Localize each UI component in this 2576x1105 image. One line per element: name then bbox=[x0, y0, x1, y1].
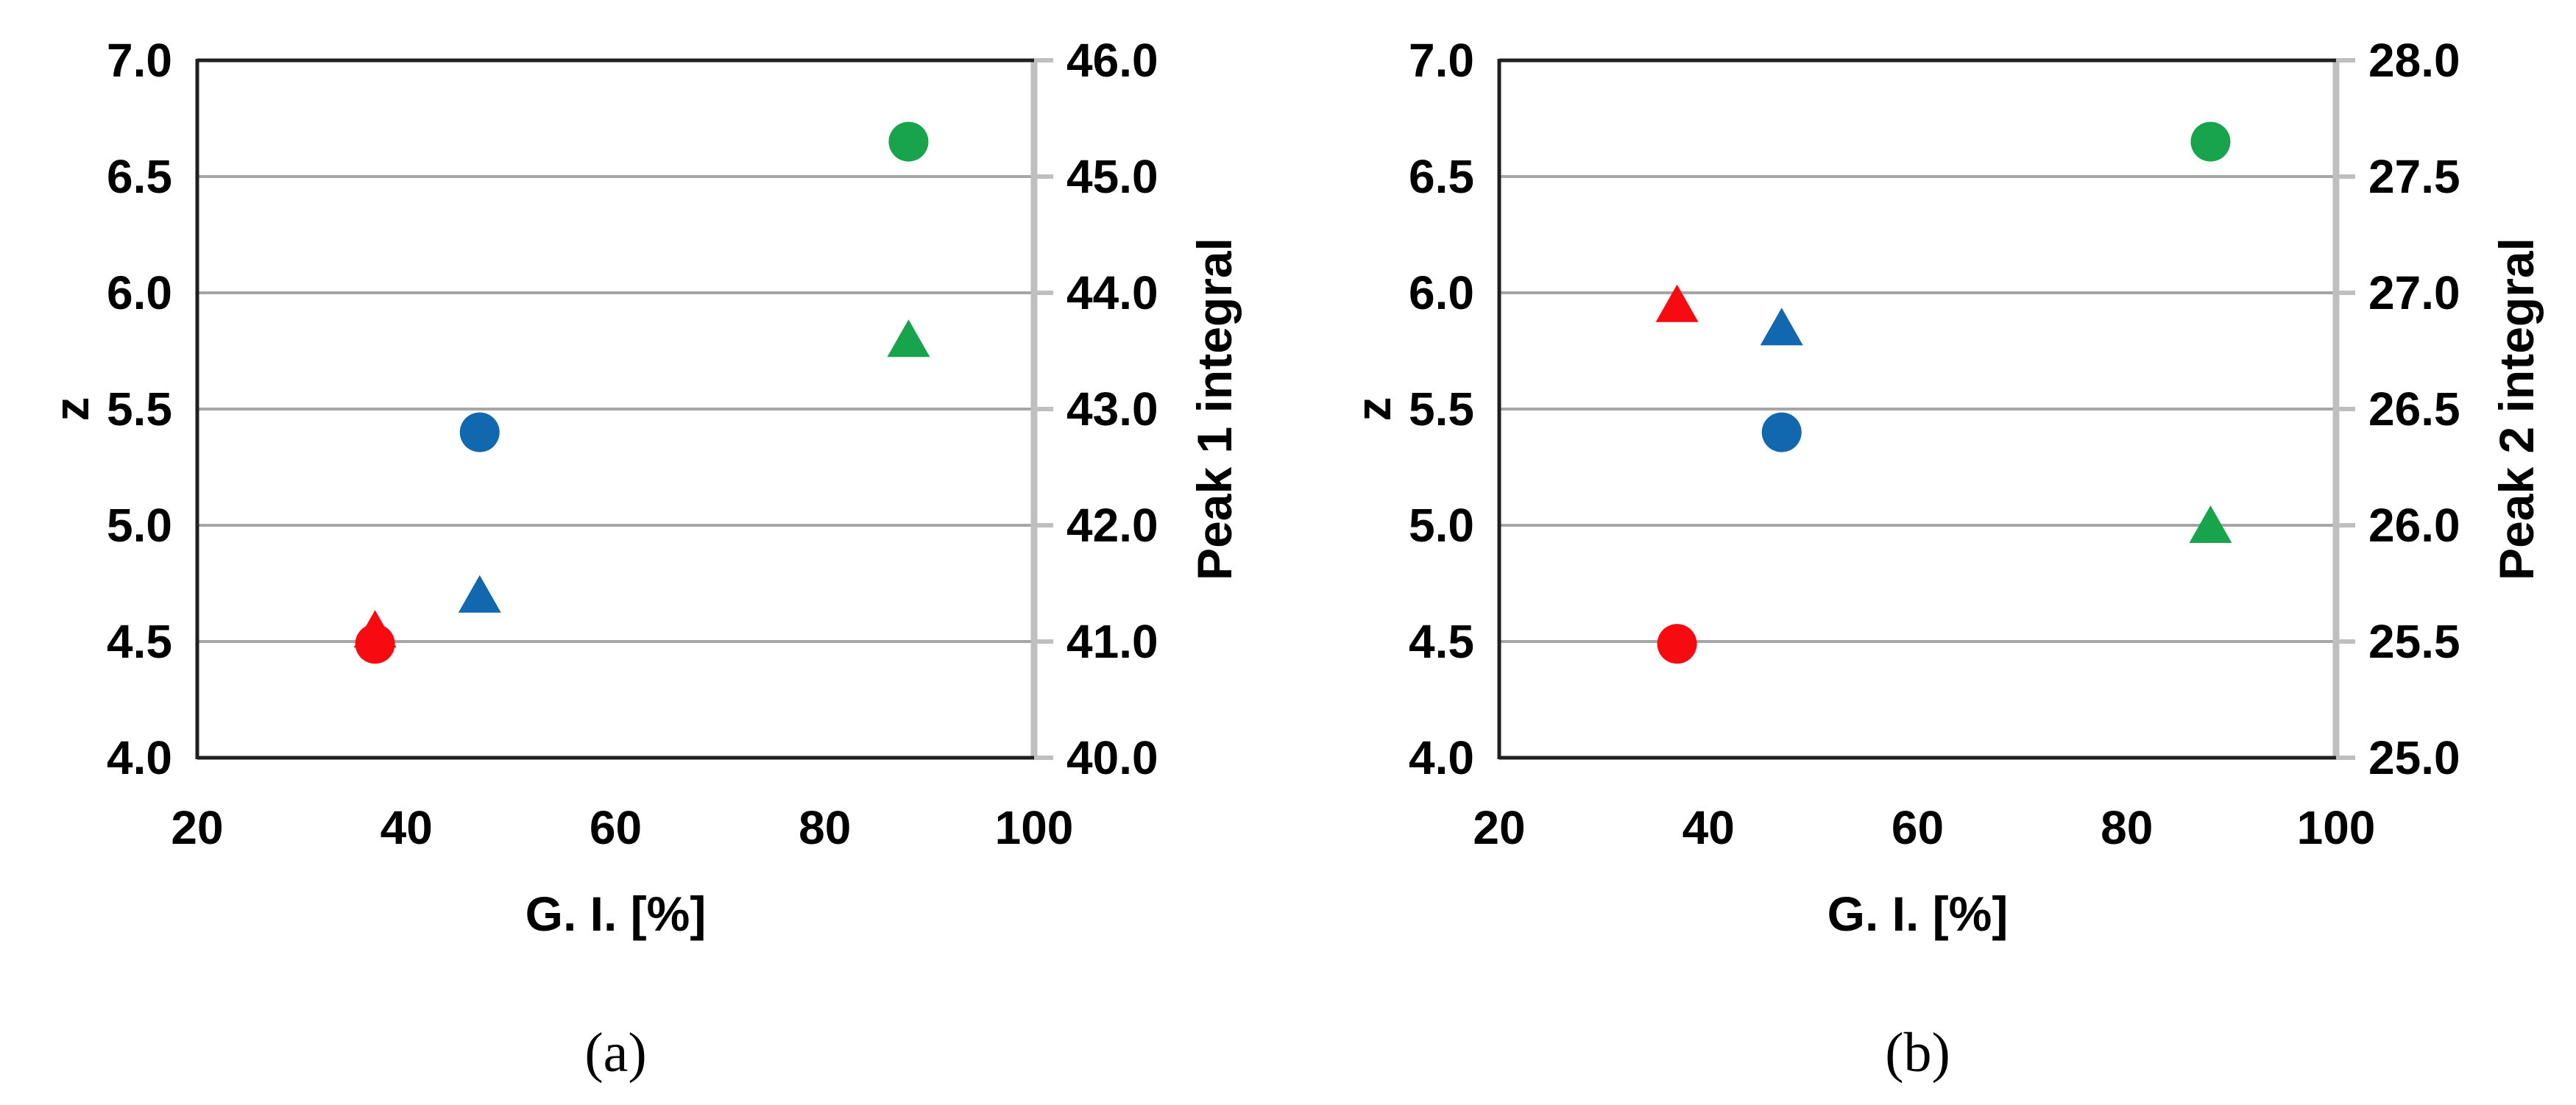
panel-caption: (a) bbox=[584, 1022, 646, 1084]
x-tick-label: 80 bbox=[2101, 801, 2153, 854]
y-right-tick-label: 27.0 bbox=[2368, 266, 2460, 319]
y-left-tick-label: 4.5 bbox=[107, 615, 172, 668]
y-left-tick-label: 4.5 bbox=[1409, 615, 1474, 668]
x-tick-label: 100 bbox=[2297, 801, 2376, 854]
y-left-tick-label: 5.0 bbox=[107, 499, 172, 552]
y-left-tick-label: 7.0 bbox=[1409, 34, 1474, 87]
x-tick-label: 60 bbox=[1892, 801, 1944, 854]
y-right-tick-label: 41.0 bbox=[1066, 615, 1158, 668]
y-right-tick-label: 25.5 bbox=[2368, 615, 2460, 668]
x-axis-title: G. I. [%] bbox=[526, 887, 707, 941]
y-left-tick-label: 4.0 bbox=[1409, 731, 1474, 784]
marker-green-triangle bbox=[2189, 505, 2232, 543]
marker-green-circle bbox=[2190, 121, 2231, 162]
y-right-tick-label: 27.5 bbox=[2368, 150, 2460, 203]
y-right-axis-title: Peak 2 integral bbox=[2489, 238, 2544, 580]
y-left-tick-label: 5.5 bbox=[1409, 383, 1474, 436]
x-tick-label: 60 bbox=[590, 801, 642, 854]
y-right-tick-label: 26.0 bbox=[2368, 499, 2460, 552]
y-left-axis-title: z bbox=[44, 397, 99, 422]
x-tick-label: 20 bbox=[171, 801, 223, 854]
x-tick-label: 100 bbox=[995, 801, 1074, 854]
marker-blue-triangle bbox=[1760, 308, 1803, 346]
x-tick-label: 80 bbox=[799, 801, 851, 854]
y-right-tick-label: 28.0 bbox=[2368, 34, 2460, 87]
y-right-tick-label: 45.0 bbox=[1066, 150, 1158, 203]
y-right-tick-label: 46.0 bbox=[1066, 34, 1158, 87]
y-right-tick-label: 43.0 bbox=[1066, 383, 1158, 436]
y-right-tick-label: 44.0 bbox=[1066, 266, 1158, 319]
y-left-tick-label: 5.0 bbox=[1409, 499, 1474, 552]
y-right-axis-title: Peak 1 integral bbox=[1187, 238, 1242, 580]
x-axis-title: G. I. [%] bbox=[1827, 887, 2009, 941]
panel-caption: (b) bbox=[1885, 1022, 1950, 1084]
marker-blue-circle bbox=[459, 412, 500, 452]
x-tick-label: 20 bbox=[1473, 801, 1525, 854]
y-left-tick-label: 6.5 bbox=[107, 150, 172, 203]
y-left-tick-label: 6.0 bbox=[1409, 266, 1474, 319]
y-left-tick-label: 7.0 bbox=[107, 34, 172, 87]
y-right-tick-label: 25.0 bbox=[2368, 731, 2460, 784]
marker-blue-triangle bbox=[458, 575, 501, 613]
marker-red-circle bbox=[1657, 624, 1697, 664]
x-tick-label: 40 bbox=[381, 801, 433, 854]
marker-red-triangle bbox=[1655, 284, 1699, 322]
chart-a: 7.0 6.5 6.0 5.5 5.0 4.5 4.0 46.0 45.0 44.0 43.0 42.… bbox=[44, 34, 1242, 1084]
x-tick-label: 40 bbox=[1682, 801, 1735, 854]
y-right-tick-label: 26.5 bbox=[2368, 383, 2460, 436]
marker-green-circle bbox=[888, 121, 929, 162]
chart-b: 7.0 6.5 6.0 5.5 5.0 4.5 4.0 28.0 27.5 27.0 26.5 26.… bbox=[1346, 34, 2544, 1084]
y-left-tick-label: 4.0 bbox=[107, 731, 172, 784]
marker-blue-circle bbox=[1761, 412, 1802, 452]
y-right-tick-label: 40.0 bbox=[1066, 731, 1158, 784]
y-left-tick-label: 6.0 bbox=[107, 266, 172, 319]
y-left-tick-label: 5.5 bbox=[107, 383, 172, 436]
marker-red-circle bbox=[355, 624, 395, 664]
y-left-axis-title: z bbox=[1346, 397, 1401, 422]
marker-green-triangle bbox=[887, 319, 930, 358]
y-right-tick-label: 42.0 bbox=[1066, 499, 1158, 552]
y-left-tick-label: 6.5 bbox=[1409, 150, 1474, 203]
